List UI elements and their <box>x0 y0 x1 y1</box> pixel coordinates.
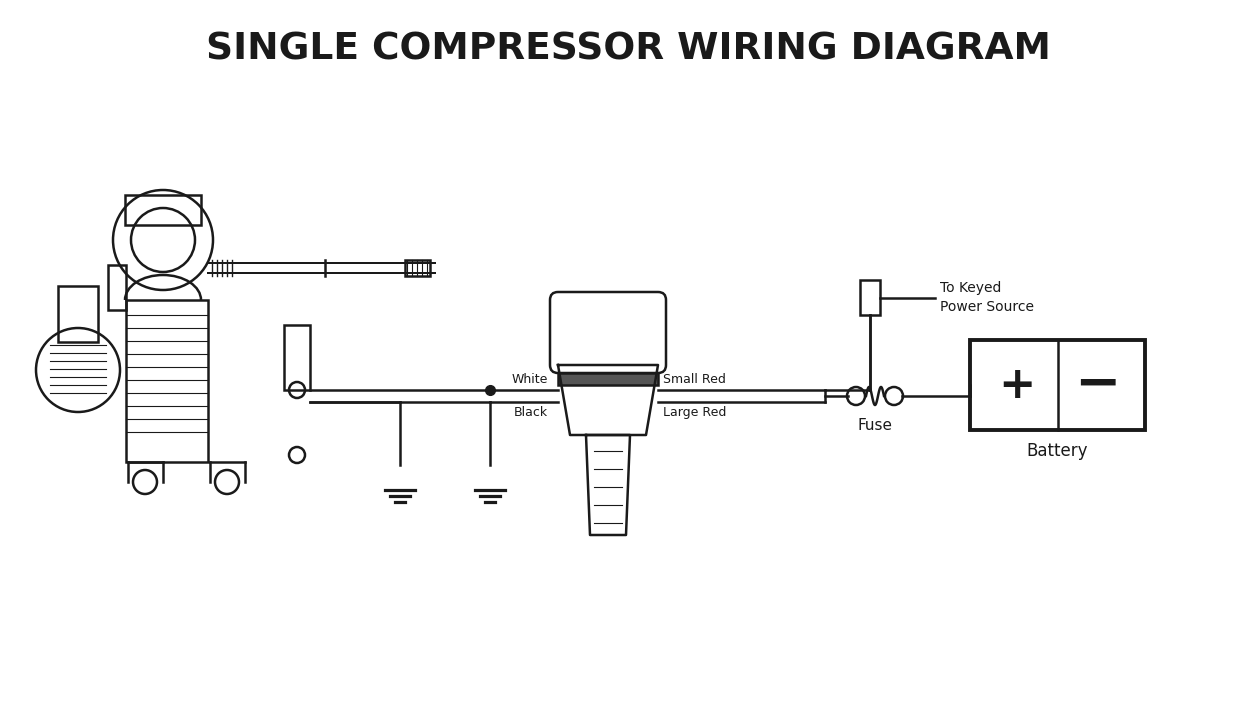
Text: +: + <box>999 364 1036 406</box>
Text: SINGLE COMPRESSOR WIRING DIAGRAM: SINGLE COMPRESSOR WIRING DIAGRAM <box>206 31 1050 67</box>
FancyBboxPatch shape <box>558 373 658 385</box>
Text: Battery: Battery <box>1026 442 1088 460</box>
Text: −: − <box>1074 358 1122 412</box>
Text: Small Red: Small Red <box>663 373 726 386</box>
Text: White: White <box>511 373 548 386</box>
Text: Fuse: Fuse <box>858 418 893 433</box>
Text: Large Red: Large Red <box>663 406 726 419</box>
Text: To Keyed
Power Source: To Keyed Power Source <box>939 281 1034 314</box>
Text: Black: Black <box>514 406 548 419</box>
